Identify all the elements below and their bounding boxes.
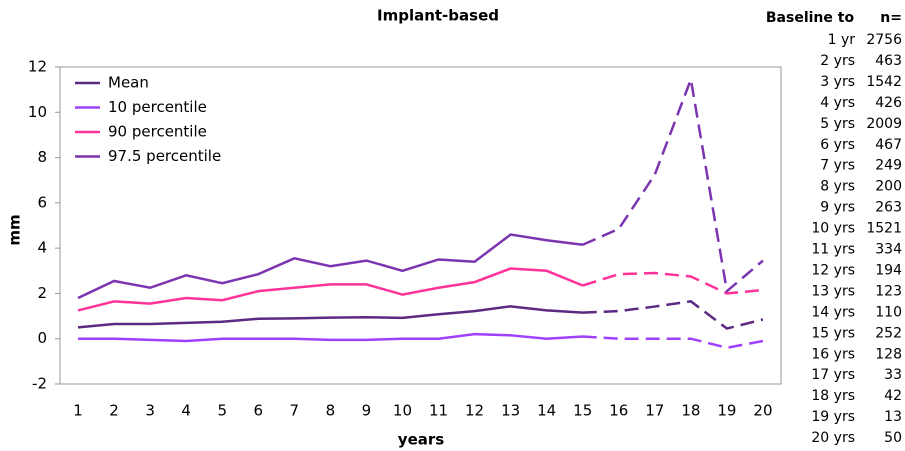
table-cell: 8 yrs [820,179,855,195]
table-cell: 33 [884,367,902,383]
table-cell: 16 yrs [811,346,855,362]
table-cell: 110 [875,304,902,320]
table-cell: 123 [875,283,902,299]
line [77,300,764,330]
x-tick-label: 3 [145,402,155,420]
x-tick-label: 8 [326,402,336,420]
x-tick-label: 11 [429,402,448,420]
table-cell: 5 yrs [820,116,855,132]
table-cell: 13 [884,409,902,425]
x-tick-label: 1 [73,402,83,420]
table-cell: 1542 [866,74,902,90]
x-tick-label: 13 [501,402,520,420]
table-cell: 3 yrs [820,74,855,90]
table-cell: 14 yrs [811,304,855,320]
table-cell: 426 [875,95,902,111]
table-cell: 263 [875,200,902,216]
x-tick-label: 20 [753,402,772,420]
table-cell: 15 yrs [811,325,855,341]
table-cell: 11 yrs [811,242,855,258]
y-tick-label: 12 [28,58,47,76]
legend-label: 97.5 percentile [108,147,221,165]
x-tick-label: 10 [393,402,412,420]
y-tick-label: 2 [37,284,47,302]
table-cell: 20 yrs [811,430,855,446]
legend-label: Mean [108,74,149,92]
table-cell: 463 [875,53,902,69]
y-tick-label: 4 [37,239,47,257]
table-cell: 2009 [866,116,902,132]
table-header: Baseline to [766,10,855,26]
table-cell: 19 yrs [811,409,855,425]
table-cell: 128 [875,346,902,362]
y-tick-label: 0 [37,329,47,347]
x-tick-label: 15 [573,402,592,420]
table-cell: 17 yrs [811,367,855,383]
table-cell: 4 yrs [820,95,855,111]
x-tick-label: 19 [717,402,736,420]
line [77,267,764,312]
x-tick-label: 16 [609,402,628,420]
x-axis-label: years [398,431,444,449]
table-cell: 2756 [866,32,902,48]
table-cell: 7 yrs [820,158,855,174]
table-cell: 9 yrs [820,200,855,216]
x-tick-label: 2 [109,402,119,420]
plot-frame [59,66,782,385]
table-cell: 12 yrs [811,262,855,278]
table-cell: 1521 [866,221,902,237]
line [77,74,764,300]
table-cell: 6 yrs [820,137,855,153]
table-cell: 1 yr [828,32,856,48]
table-cell: 200 [875,179,902,195]
x-tick-label: 5 [217,402,227,420]
y-tick-label: -2 [32,375,47,393]
y-axis-label: mm [6,214,24,245]
table-cell: 467 [875,137,902,153]
table-cell: 10 yrs [811,221,855,237]
line [78,332,764,350]
x-tick-label: 17 [645,402,664,420]
table-cell: 13 yrs [811,283,855,299]
table-cell: 42 [884,388,902,404]
x-tick-label: 7 [290,402,300,420]
table-cell: 194 [875,262,902,278]
x-tick-label: 14 [537,402,556,420]
table-cell: 252 [875,325,902,341]
table-cell: 2 yrs [820,53,855,69]
table-cell: 18 yrs [811,388,855,404]
x-tick-label: 9 [362,402,372,420]
y-tick-label: 10 [28,103,47,121]
y-tick-label: 6 [37,193,47,211]
y-tick-label: 8 [37,148,47,166]
table-cell: 249 [875,158,902,174]
x-tick-label: 12 [465,402,484,420]
x-tick-label: 4 [181,402,191,420]
legend-label: 90 percentile [108,123,207,141]
x-tick-label: 6 [254,402,264,420]
chart-title: Implant-based [377,7,499,25]
table-header: n= [880,10,902,26]
table-cell: 50 [884,430,902,446]
x-tick-label: 18 [681,402,700,420]
table-cell: 334 [875,242,902,258]
legend-label: 10 percentile [108,98,207,116]
